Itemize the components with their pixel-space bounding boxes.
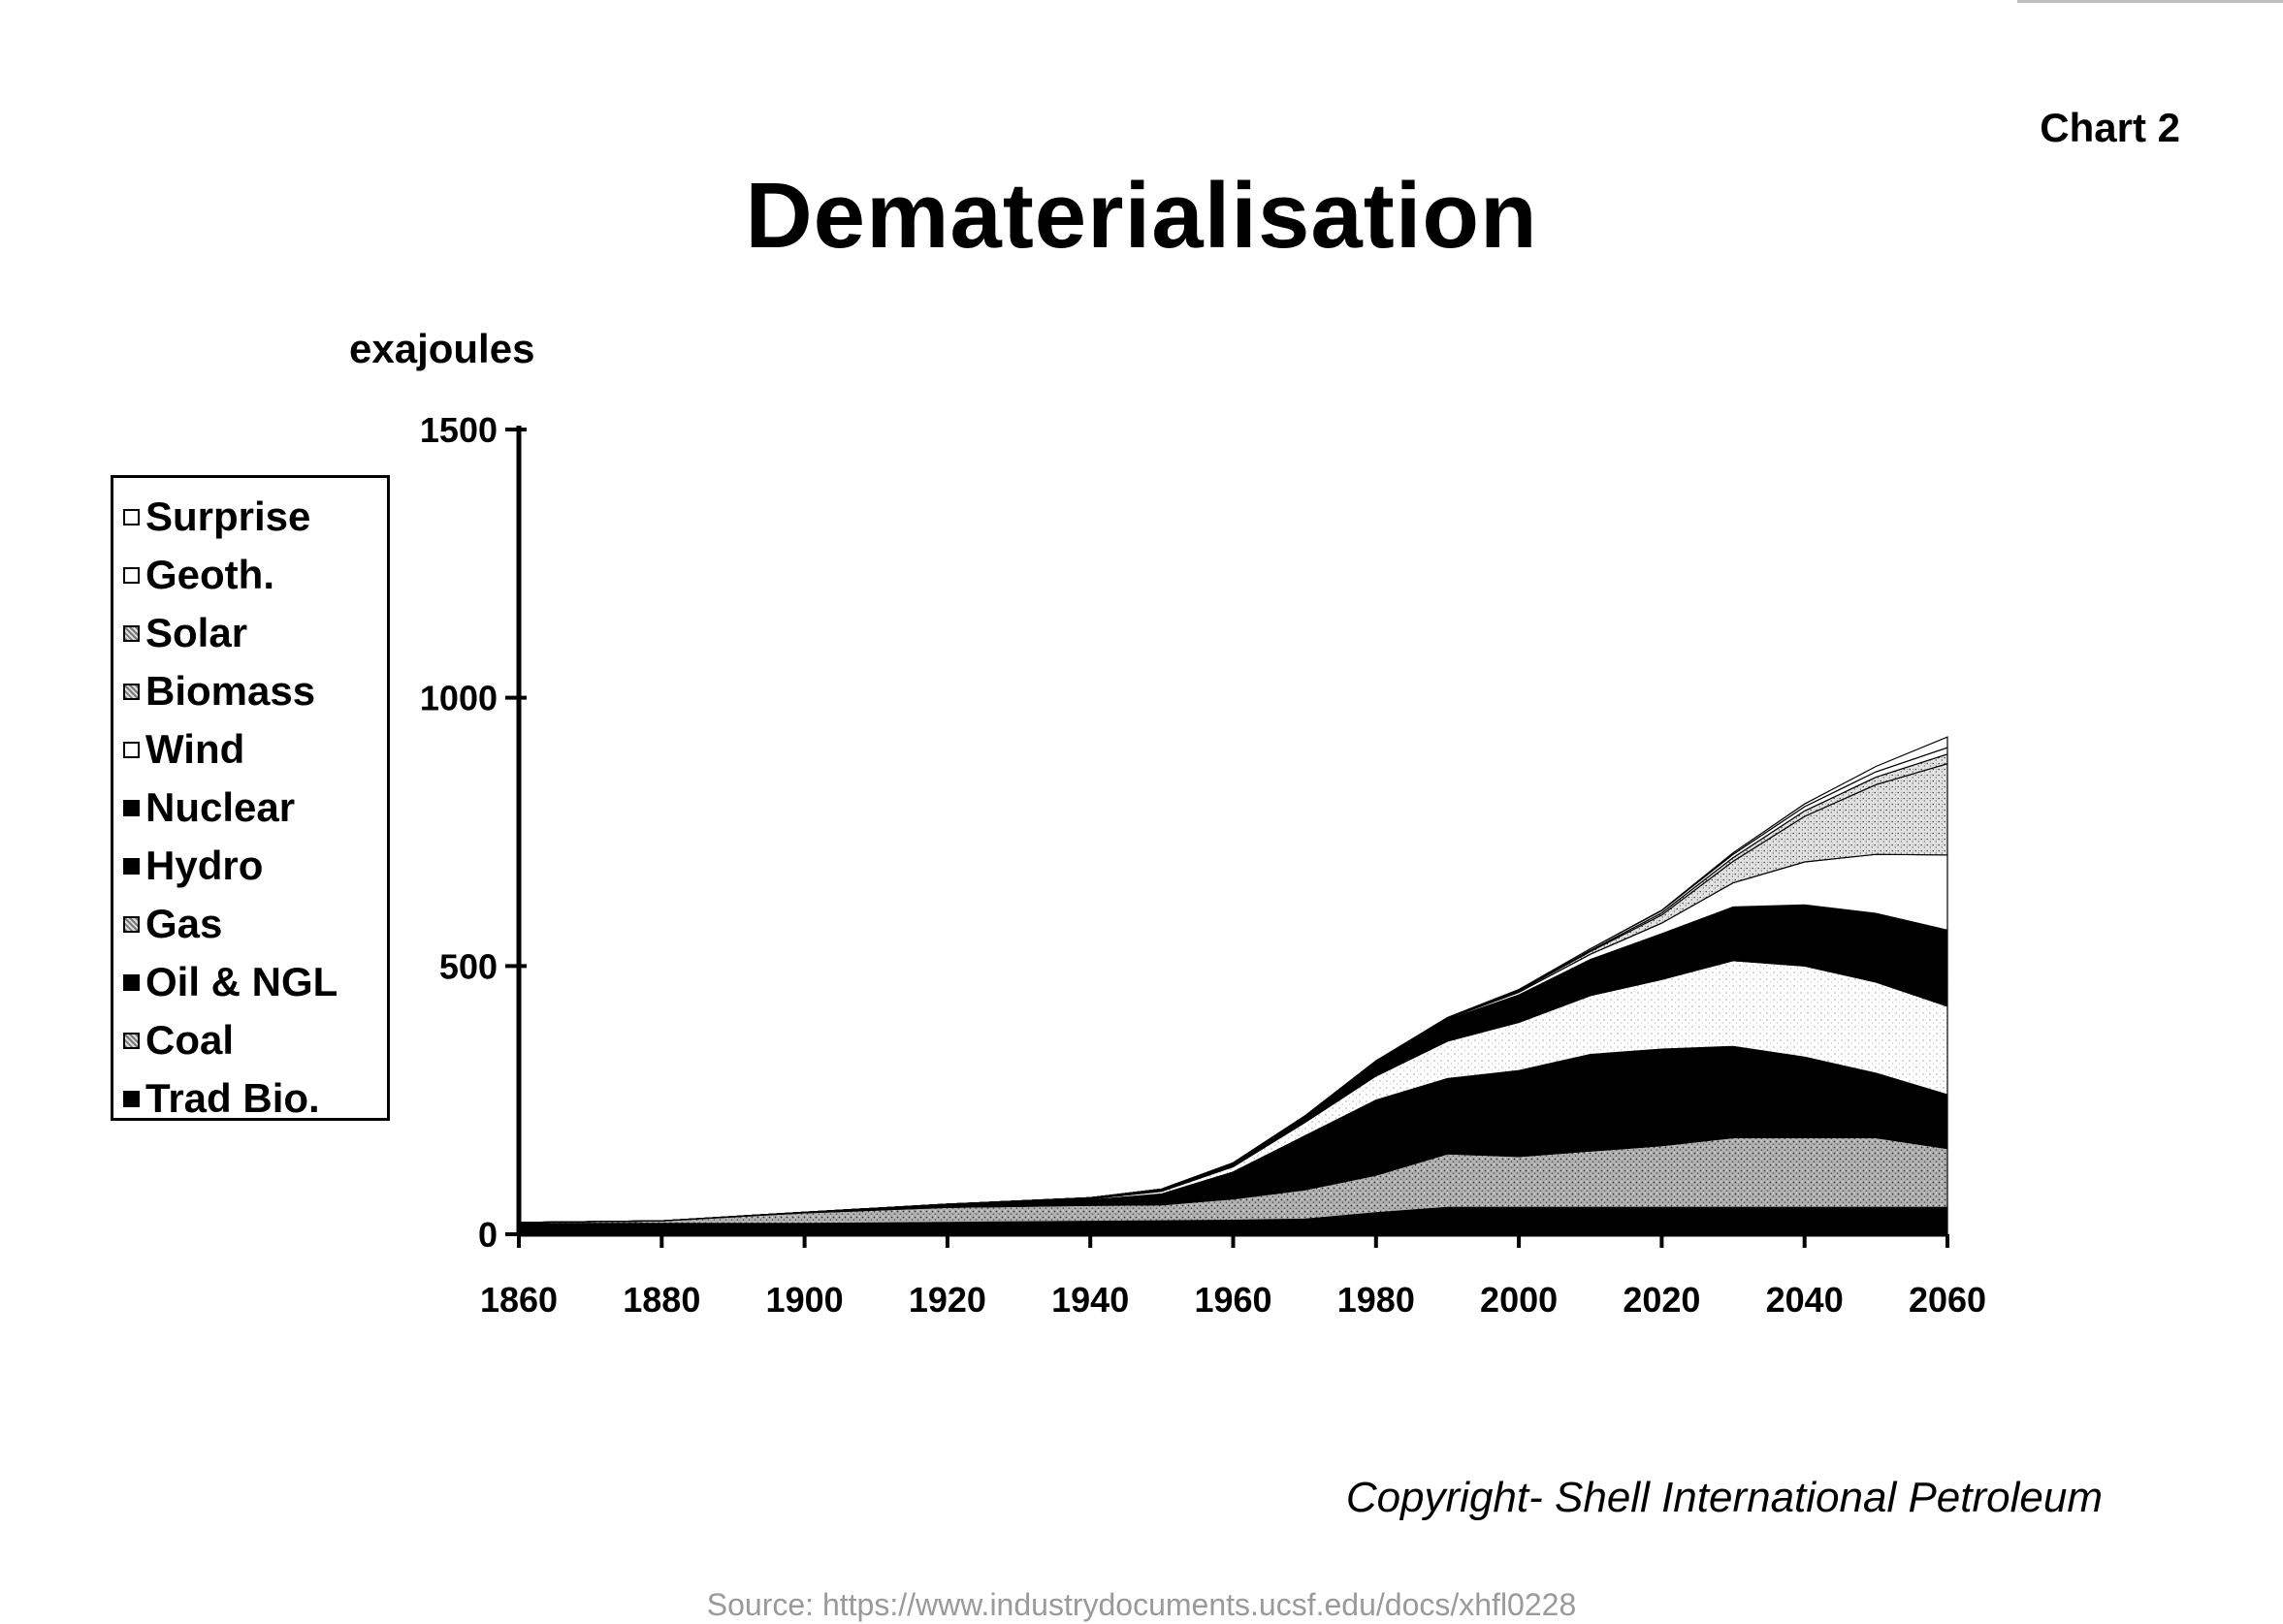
legend-swatch	[123, 566, 140, 584]
legend-label: Wind	[145, 726, 245, 772]
x-tick-label: 2000	[1480, 1280, 1558, 1320]
legend-swatch	[123, 741, 140, 758]
x-tick-label: 1960	[1194, 1280, 1271, 1320]
y-axis-label: exajoules	[349, 326, 535, 371]
x-tick-label: 1860	[480, 1280, 558, 1320]
legend-item: Gas	[123, 895, 387, 953]
chart-svg: 0 500 1000 1500 1860 1880 1900 1920 1940 1960 1980…	[420, 410, 1986, 1320]
legend-swatch	[123, 1032, 140, 1049]
legend-item: Hydro	[123, 837, 387, 895]
x-tick-label: 1920	[909, 1280, 986, 1320]
legend-swatch	[123, 508, 140, 525]
legend-swatch	[123, 915, 140, 933]
y-tick-label: 1000	[420, 679, 498, 718]
x-tick-label: 2060	[1909, 1280, 1986, 1320]
legend-item: Biomass	[123, 662, 387, 720]
legend-item: Trad Bio.	[123, 1069, 387, 1128]
x-tick-label: 2020	[1623, 1280, 1700, 1320]
chart-title: Dematerialisation	[0, 163, 2283, 270]
legend-label: Nuclear	[145, 784, 296, 830]
chart-number: Chart 2	[2040, 105, 2180, 150]
legend-label: Coal	[145, 1017, 235, 1063]
y-tick-label: 500	[439, 946, 498, 986]
top-rule	[2017, 0, 2283, 3]
legend-label: Trad Bio.	[145, 1075, 320, 1121]
legend-swatch	[123, 683, 140, 700]
legend-label: Solar	[145, 610, 248, 655]
x-tick-label: 1980	[1337, 1280, 1415, 1320]
legend-swatch	[123, 973, 140, 991]
legend-label: Geoth.	[145, 552, 274, 597]
source-footer: Source: https://www.industrydocuments.uc…	[706, 1587, 1577, 1622]
x-tick-label: 1880	[623, 1280, 700, 1320]
y-tick-label: 0	[478, 1215, 498, 1255]
legend-swatch	[123, 1090, 140, 1107]
y-tick-label: 1500	[420, 410, 498, 450]
legend-item: Nuclear	[123, 779, 387, 837]
legend-label: Gas	[145, 901, 223, 946]
legend-item: Surprise	[123, 488, 387, 546]
legend-swatch	[123, 799, 140, 816]
legend-item: Wind	[123, 720, 387, 779]
copyright-note: Copyright- Shell International Petroleum	[1345, 1474, 2103, 1521]
legend-item: Geoth.	[123, 546, 387, 604]
legend-swatch	[123, 624, 140, 642]
legend-item: Oil & NGL	[123, 953, 387, 1011]
legend-swatch	[123, 857, 140, 875]
legend-label: Oil & NGL	[145, 959, 338, 1004]
legend-label: Hydro	[145, 843, 264, 888]
legend: Surprise Geoth. Solar Biomass Wind Nuclear Hyd…	[111, 475, 390, 1121]
chart-title-text: Dematerialisation	[745, 164, 1538, 268]
x-tick-label: 2040	[1766, 1280, 1844, 1320]
area-surprise	[518, 736, 1948, 1224]
x-tick-label: 1940	[1051, 1280, 1129, 1320]
legend-label: Surprise	[145, 494, 311, 539]
area-layers	[518, 736, 1948, 1235]
legend-label: Biomass	[145, 668, 316, 714]
axes: 0 500 1000 1500 1860 1880 1900 1920 1940 1960 1980…	[420, 410, 1986, 1320]
x-tick-label: 1900	[766, 1280, 844, 1320]
legend-item: Solar	[123, 604, 387, 662]
legend-item: Coal	[123, 1011, 387, 1069]
